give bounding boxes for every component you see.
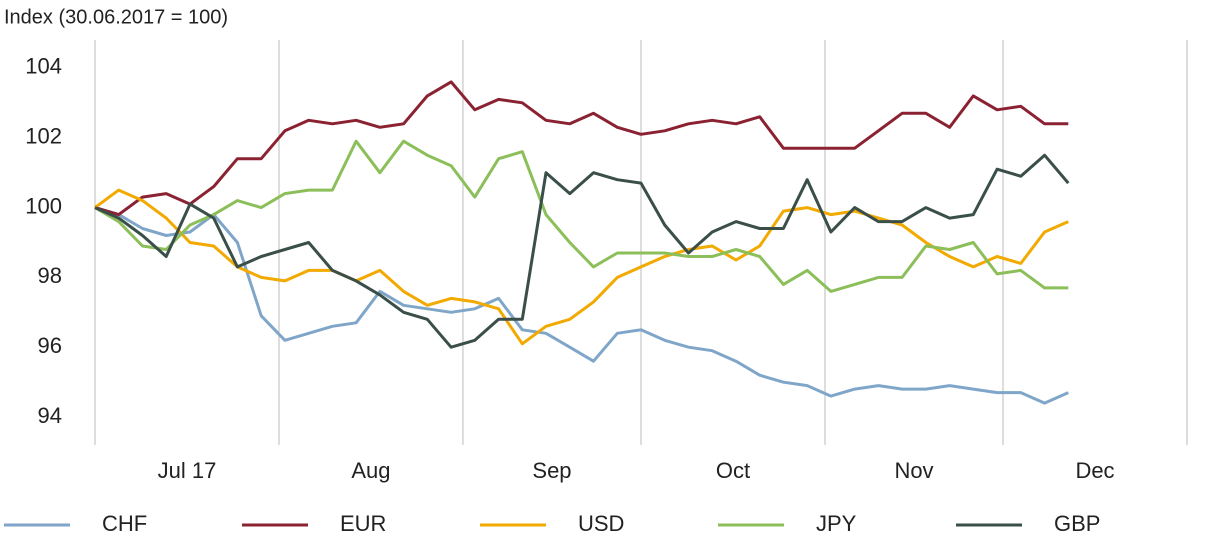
x-tick-label: Nov [894,458,933,483]
line-series [94,153,1070,349]
line-series [94,80,1069,217]
y-tick-label: 96 [38,333,62,358]
y-tick-label: 102 [25,124,62,149]
legend-label: JPY [816,511,857,536]
legend-label: GBP [1054,511,1100,536]
x-tick-label: Aug [351,458,390,483]
line-series [94,206,1069,405]
x-tick-label: Sep [532,458,571,483]
y-tick-label: 98 [38,263,62,288]
line-series [94,139,1069,293]
x-tick-label: Oct [716,458,750,483]
y-tick-label: 104 [25,54,62,79]
x-tick-label: Jul 17 [158,458,217,483]
line-series [94,188,1069,346]
y-tick-label: 100 [25,193,62,218]
y-tick-label: 94 [38,403,62,428]
legend-label: EUR [340,511,386,536]
legend-label: USD [578,511,624,536]
x-tick-label: Dec [1075,458,1114,483]
chart-title: Index (30.06.2017 = 100) [4,6,228,28]
legend-label: CHF [102,511,147,536]
